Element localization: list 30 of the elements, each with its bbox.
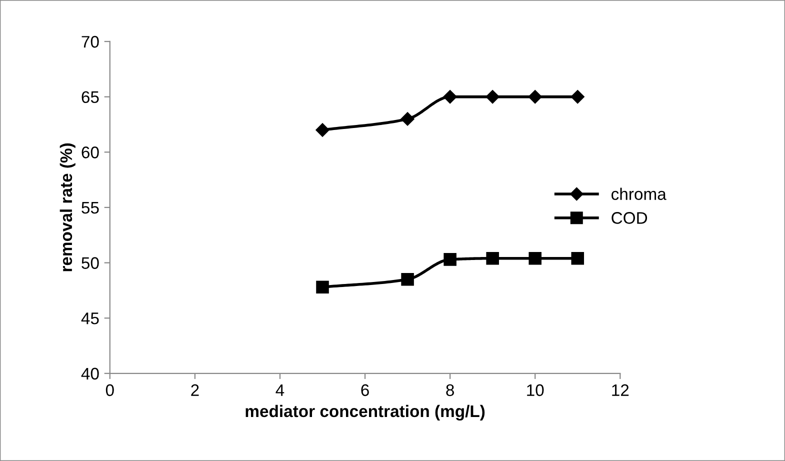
point [401,272,414,286]
x-tick-label: 4 [276,384,284,396]
point [443,90,457,104]
point [528,252,542,265]
x-tick-label: 6 [361,384,369,396]
point [316,123,330,137]
point [486,90,500,104]
point [570,90,584,104]
point [316,280,329,294]
point [486,252,499,265]
y-tick-label: 55 [82,202,99,214]
point [528,90,542,104]
point [571,252,584,265]
point [444,253,456,266]
point [400,112,414,126]
y-tick-label: 50 [82,257,99,269]
x-tick-label: 12 [612,384,629,396]
x-tick-label: 2 [191,384,199,396]
y-axis-title: removal rate (%) [60,143,76,272]
x-axis-title: mediator concentration (mg/L) [246,404,485,421]
legend-label: COD [612,212,648,224]
y-tick-label: 40 [81,368,99,380]
y-tick-label: 70 [82,36,99,48]
x-tick-label: 10 [527,384,544,396]
x-tick-label: 8 [446,384,454,396]
legend-label: chroma [612,188,666,200]
y-tick-label: 45 [81,312,99,324]
y-tick-label: 65 [82,91,99,104]
y-tick-label: 60 [82,146,99,158]
x-tick-label: 0 [106,384,114,396]
